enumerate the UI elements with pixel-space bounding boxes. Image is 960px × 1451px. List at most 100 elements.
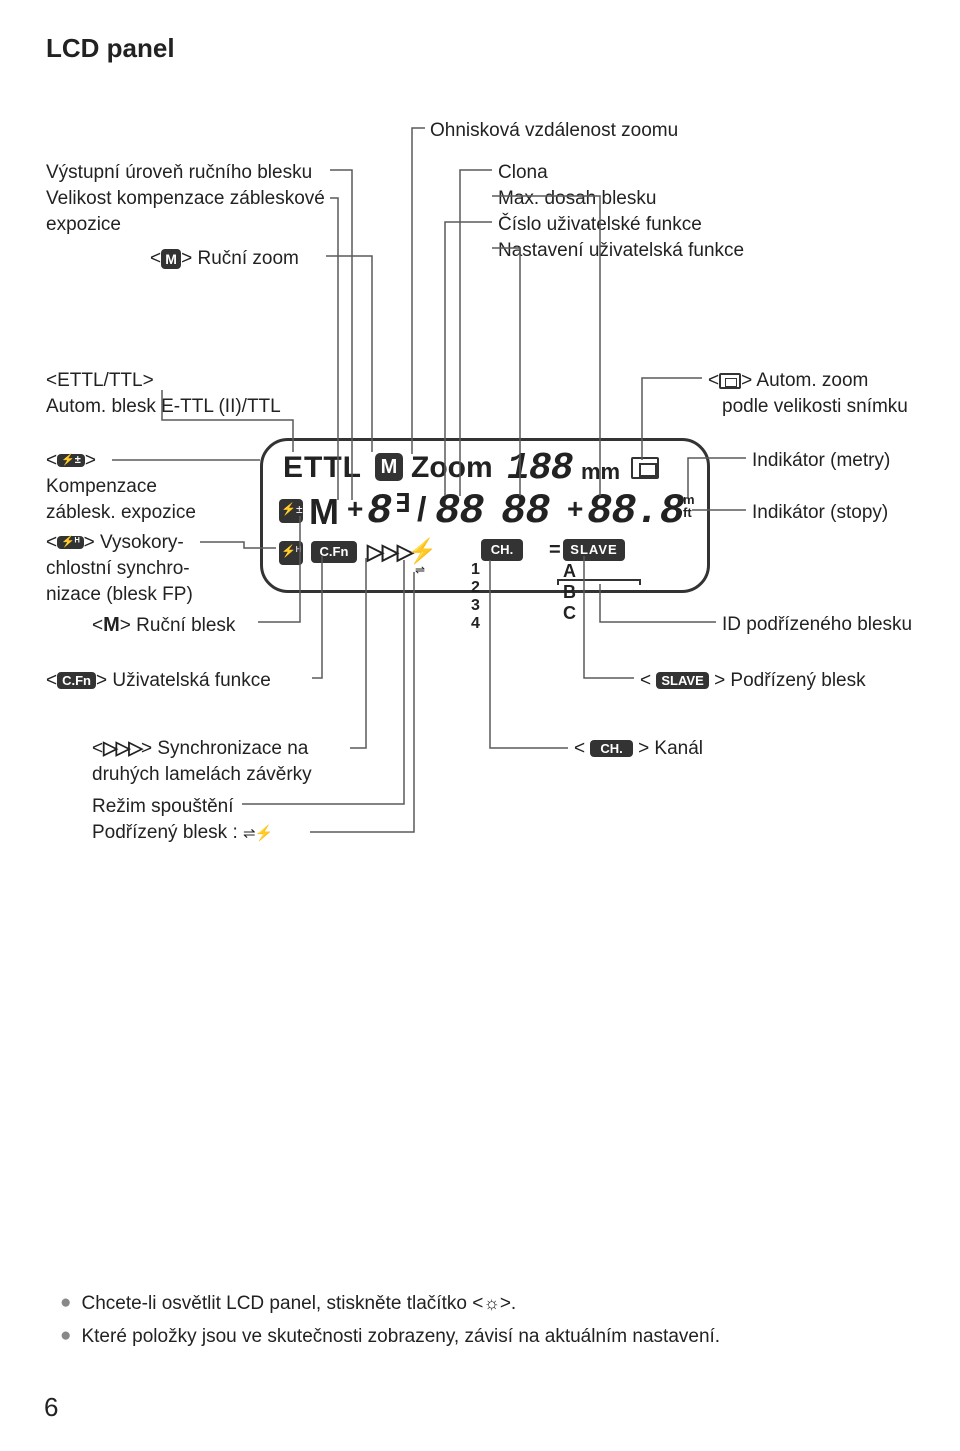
callout-max-range: Max. dosah blesku bbox=[498, 186, 656, 212]
fec-icon: ⚡± bbox=[57, 454, 85, 467]
lcd-ettl: ETTL bbox=[283, 451, 362, 485]
callout-channel: < CH. > Kanál bbox=[574, 736, 703, 762]
lcd-ch-icon: CH. bbox=[481, 539, 523, 561]
lcd-seg-3: 88 bbox=[501, 487, 549, 535]
lcd-slash: / bbox=[417, 491, 426, 530]
lcd-fec-icon bbox=[279, 499, 303, 523]
lcd-shoot-icon: ⇌ bbox=[415, 563, 424, 577]
lcd-cfn-icon: C.Fn bbox=[311, 541, 357, 563]
callout-cfn-setting: Nastavení uživatelská funkce bbox=[498, 238, 744, 264]
angle-9: < bbox=[574, 738, 585, 759]
lcd-seg-1: 8 bbox=[367, 487, 391, 535]
angle-3c: > bbox=[85, 450, 96, 471]
manual-zoom-text: > Ruční zoom bbox=[181, 248, 299, 269]
callout-indicator-m: Indikátor (metry) bbox=[752, 448, 890, 474]
footer-note-2-text: Které položky jsou ve skutečnosti zobraz… bbox=[81, 1323, 720, 1352]
lcd-frame-icon bbox=[631, 457, 659, 479]
page-title: LCD panel bbox=[46, 33, 175, 64]
callout-manual-output: Výstupní úroveň ručního blesku bbox=[46, 160, 312, 186]
angle-7: < bbox=[92, 738, 103, 759]
lcd-seg-4: 88.8 bbox=[587, 487, 684, 535]
callout-manual-zoom: <M> Ruční zoom bbox=[150, 246, 299, 272]
footer-1-pre: Chcete-li osvětlit LCD panel, stiskněte … bbox=[81, 1293, 483, 1314]
m-bold: M bbox=[103, 614, 120, 636]
footer-note-1-text: Chcete-li osvětlit LCD panel, stiskněte … bbox=[81, 1290, 516, 1319]
callout-hss: <⚡ᴴ> Vysokory- bbox=[46, 530, 184, 556]
callout-cfn-number: Číslo uživatelské funkce bbox=[498, 212, 702, 238]
lcd-slave-underline bbox=[557, 579, 641, 581]
angle-5: < bbox=[92, 615, 103, 636]
lcd-ft-unit: ft bbox=[683, 505, 692, 520]
cfn-icon: C.Fn bbox=[57, 672, 96, 689]
callout-auto-zoom: < > Autom. zoom bbox=[708, 368, 868, 394]
lcd-slave-icon: SLAVE bbox=[563, 539, 625, 561]
lcd-seg-sup: ∃ bbox=[395, 489, 410, 520]
callout-focal-length: Ohnisková vzdálenost zoomu bbox=[430, 118, 678, 144]
auto-zoom-text: > Autom. zoom bbox=[741, 370, 868, 391]
angle-open-2: < bbox=[708, 370, 719, 391]
lcd-slave-tick-r bbox=[639, 579, 641, 585]
angle-6: < bbox=[46, 670, 57, 691]
footer-notes: ● Chcete-li osvětlit LCD panel, stisknět… bbox=[60, 1290, 720, 1355]
callout-fec-3: záblesk. expozice bbox=[46, 500, 196, 526]
page-number: 6 bbox=[44, 1392, 58, 1423]
callout-shoot-mode: Režim spouštění bbox=[92, 794, 234, 820]
slave-below-text: Podřízený blesk : bbox=[92, 822, 238, 843]
lcd-slave-eq: = bbox=[549, 539, 561, 562]
footer-1-post: >. bbox=[500, 1293, 516, 1314]
lcd-m-icon: M bbox=[375, 453, 403, 481]
callout-cfn: <C.Fn> Uživatelská funkce bbox=[46, 668, 271, 694]
callout-fec-2: Kompenzace bbox=[46, 474, 157, 500]
sync-text: > Synchronizace na bbox=[141, 738, 308, 759]
callout-hss-3: nizace (blesk FP) bbox=[46, 582, 193, 608]
callout-fec-size-2: expozice bbox=[46, 212, 121, 238]
lcd-panel: ETTL M Zoom 188 mm M + 8 ∃ / 88 88 + 88.… bbox=[260, 438, 710, 593]
footer-note-1: ● Chcete-li osvětlit LCD panel, stisknět… bbox=[60, 1290, 720, 1319]
lcd-m-big: M bbox=[309, 491, 339, 533]
lcd-zoom-text: Zoom bbox=[411, 451, 493, 485]
frame-icon bbox=[719, 373, 741, 389]
callout-hss-2: chlostní synchro- bbox=[46, 556, 190, 582]
callout-auto-zoom-2: podle velikosti snímku bbox=[722, 394, 908, 420]
cfn-text: > Uživatelská funkce bbox=[96, 670, 271, 691]
lcd-ch-nums: 1 2 3 4 bbox=[471, 561, 484, 633]
lcd-mm: mm bbox=[581, 459, 620, 485]
ch-chip: CH. bbox=[590, 740, 632, 757]
lcd-zoom-value: 188 bbox=[507, 447, 572, 490]
bullet-icon: ● bbox=[60, 1290, 71, 1319]
callout-manual-flash: <M> Ruční blesk bbox=[92, 612, 235, 639]
lamp-icon: ☼ bbox=[483, 1290, 500, 1317]
callout-ettl-ttl-2: Autom. blesk E-TTL (II)/TTL bbox=[46, 394, 281, 420]
angle-4: < bbox=[46, 532, 57, 553]
channel-text: > Kanál bbox=[638, 738, 703, 759]
lcd-pm-2: + bbox=[567, 493, 583, 525]
callout-slave-id: ID podřízeného blesku bbox=[722, 612, 912, 638]
callout-indicator-ft: Indikátor (stopy) bbox=[752, 500, 888, 526]
manual-flash-text: > Ruční blesk bbox=[120, 615, 236, 636]
hss-icon: ⚡ᴴ bbox=[57, 536, 84, 549]
callout-fec: <⚡±> bbox=[46, 448, 96, 474]
callout-aperture: Clona bbox=[498, 160, 548, 186]
angle-open: < bbox=[150, 248, 161, 269]
lcd-slave-ids: A B C bbox=[563, 561, 588, 624]
angle-8: < bbox=[640, 670, 651, 691]
lcd-sync-icon: ▷▷▷ bbox=[367, 539, 412, 565]
callout-slave: < SLAVE > Podřízený blesk bbox=[640, 668, 866, 694]
slave-text: > Podřízený blesk bbox=[714, 670, 866, 691]
callout-lines bbox=[0, 0, 960, 1451]
bullet-icon-2: ● bbox=[60, 1323, 71, 1352]
lcd-hss-icon bbox=[279, 541, 303, 565]
lcd-pm-1: + bbox=[347, 493, 363, 525]
lcd-seg-2: 88 bbox=[435, 487, 483, 535]
angle-3: < bbox=[46, 450, 57, 471]
callout-slave-below: Podřízený blesk : ⇌⚡ bbox=[92, 820, 272, 846]
lcd-slave-tick-l bbox=[557, 579, 559, 585]
lcd-fire-icon: ⚡ bbox=[407, 537, 437, 566]
callout-sync2: <▷▷▷> Synchronizace na bbox=[92, 736, 308, 762]
lcd-mft: m ft bbox=[683, 493, 695, 519]
callout-sync2-2: druhých lamelách závěrky bbox=[92, 762, 312, 788]
hss-text: > Vysokory- bbox=[84, 532, 184, 553]
callout-fec-size-1: Velikost kompenzace zábleskové bbox=[46, 186, 325, 212]
slave-chip: SLAVE bbox=[656, 672, 708, 689]
sync-icon: ▷▷▷ bbox=[103, 738, 141, 759]
